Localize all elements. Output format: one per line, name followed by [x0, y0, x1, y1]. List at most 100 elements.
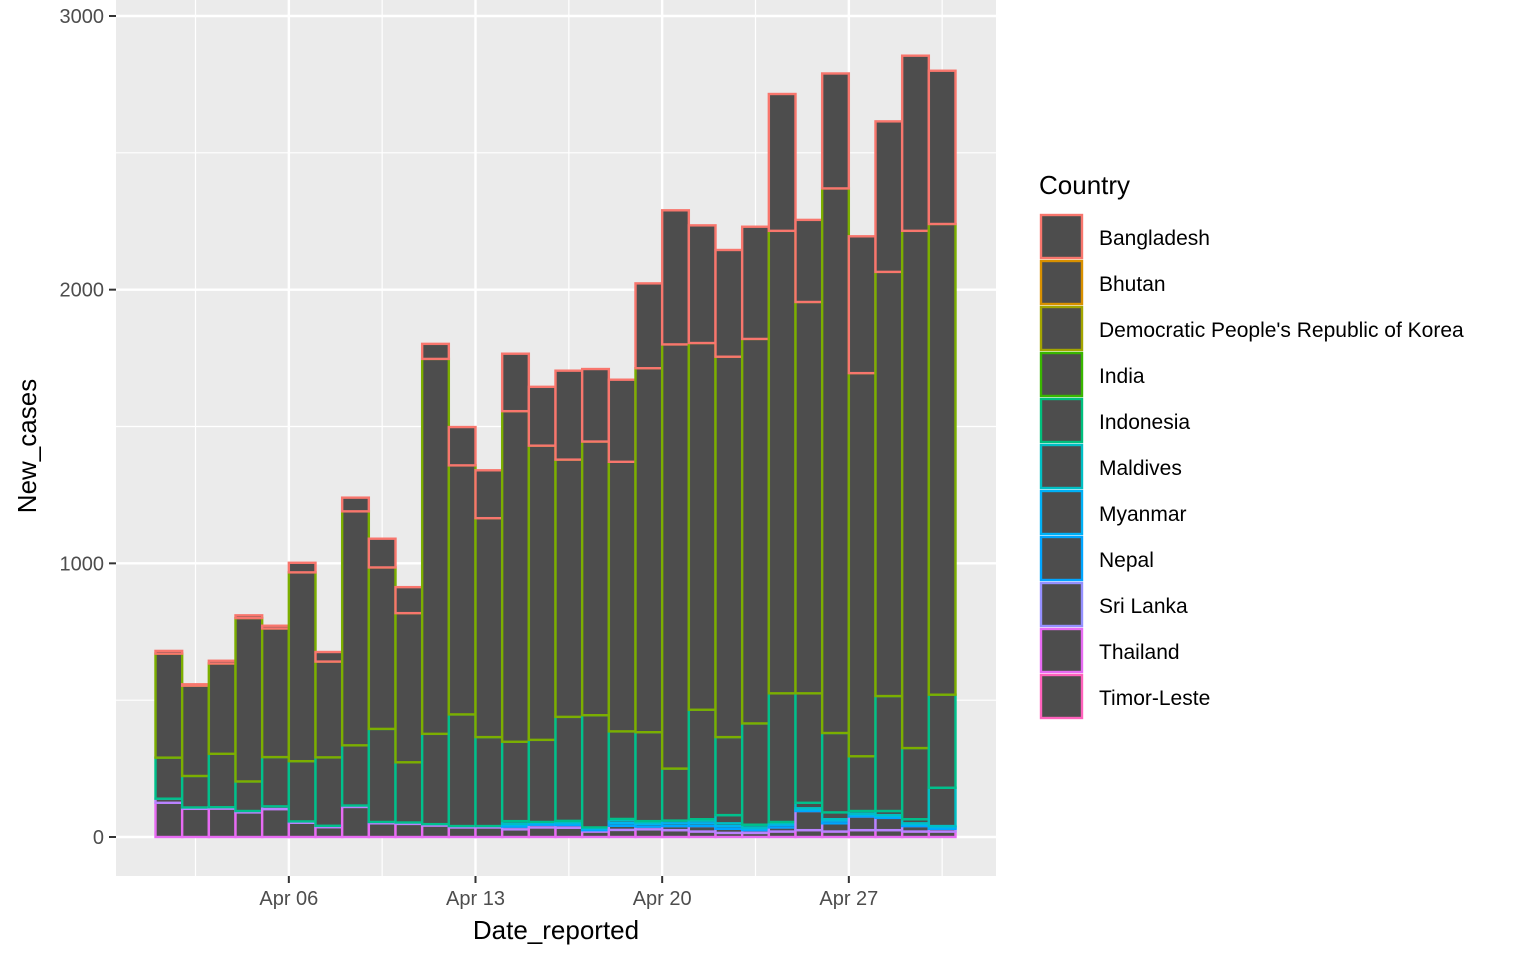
- bar-segment: [394, 585, 424, 615]
- bar-segment: [927, 69, 957, 226]
- bar-segment: [314, 756, 344, 827]
- legend-label: Democratic People's Republic of Korea: [1099, 319, 1464, 342]
- legend-key: [1039, 673, 1084, 720]
- bar-segment: [874, 816, 904, 832]
- bar-segment: [847, 755, 877, 813]
- bar-segment: [420, 357, 451, 736]
- bar-segment: [714, 355, 744, 739]
- bar-segment: [714, 735, 744, 817]
- x-tick-label: Apr 20: [633, 888, 692, 910]
- bar-segment: [367, 537, 397, 569]
- legend-label: Thailand: [1099, 641, 1180, 664]
- bar-segment: [794, 300, 824, 695]
- y-tick-label: 3000: [60, 6, 105, 28]
- bar-segment: [687, 224, 717, 345]
- legend-key: [1039, 351, 1084, 398]
- legend-label: Nepal: [1099, 549, 1154, 572]
- bar-segment: [154, 649, 184, 655]
- legend-label: Timor-Leste: [1099, 687, 1210, 710]
- bar-segment: [660, 209, 691, 346]
- bar-segment: [287, 759, 317, 823]
- bar-segment: [234, 614, 264, 620]
- bar-segment: [260, 755, 291, 808]
- bar-segment: [287, 821, 317, 839]
- bar-segment: [314, 650, 344, 663]
- bar-segment: [580, 440, 611, 717]
- bar-segment: [874, 120, 904, 274]
- bar-segment: [207, 659, 237, 665]
- bar-segment: [154, 652, 184, 759]
- bar-segment: [367, 822, 397, 839]
- bar-segment: [447, 464, 477, 716]
- bar-segment: [180, 774, 211, 809]
- x-axis: Apr 06 Apr 13 Apr 20 Apr 27: [259, 876, 878, 910]
- bar-stack-group: [154, 54, 957, 839]
- x-tick-label: Apr 13: [446, 888, 505, 910]
- bar-segment: [260, 807, 291, 839]
- bar-segment: [154, 756, 184, 800]
- bar-segment: [260, 624, 291, 630]
- bar-segment: [527, 385, 557, 447]
- y-tick-label: 0: [93, 827, 104, 849]
- bar-segment: [260, 627, 291, 759]
- bar-segment: [847, 235, 877, 375]
- bar-segment: [234, 780, 264, 813]
- bar-segment: [340, 496, 371, 513]
- legend-key: [1039, 489, 1084, 536]
- bar-segment: [287, 561, 317, 574]
- x-axis-title: Date_reported: [473, 915, 639, 945]
- y-tick-label: 1000: [60, 553, 105, 575]
- legend-label: India: [1099, 365, 1145, 388]
- bar-segment: [474, 516, 504, 739]
- bar-segment: [927, 222, 957, 696]
- bar-segment: [394, 822, 424, 839]
- x-tick-label: Apr 27: [819, 888, 878, 910]
- bar-segment: [447, 713, 477, 828]
- legend-key: [1039, 397, 1084, 444]
- bar-segment: [580, 367, 611, 443]
- legend-label: Maldives: [1099, 457, 1182, 480]
- legend-key: [1039, 627, 1084, 674]
- bar-segment: [447, 826, 477, 839]
- bar-segment: [794, 692, 824, 804]
- bar-segment: [367, 566, 397, 731]
- bar-segment: [340, 744, 371, 807]
- bar-segment: [820, 822, 851, 833]
- bar-segment: [660, 343, 691, 770]
- bar-segment: [500, 352, 531, 413]
- bar-segment: [767, 229, 797, 695]
- bar-segment: [847, 815, 877, 832]
- bar-segment: [420, 824, 451, 839]
- bar-segment: [687, 708, 717, 821]
- bar-segment: [794, 809, 824, 832]
- bar-segment: [580, 714, 611, 829]
- bar-segment: [394, 611, 424, 764]
- x-tick-label: Apr 06: [259, 888, 318, 910]
- legend-label: Bangladesh: [1099, 227, 1210, 250]
- bar-segment: [474, 826, 504, 839]
- bar-segment: [474, 469, 504, 520]
- bar-segment: [767, 92, 797, 233]
- bar-segment: [180, 683, 211, 687]
- bar-segment: [234, 811, 264, 839]
- bar-segment: [207, 662, 237, 756]
- y-tick-label: 2000: [60, 280, 105, 302]
- bar-segment: [287, 571, 317, 763]
- bar-segment: [314, 825, 344, 839]
- bar-segment: [554, 826, 584, 839]
- bar-segment: [527, 444, 557, 742]
- bar-segment: [740, 225, 771, 341]
- legend-label: Sri Lanka: [1099, 595, 1188, 618]
- y-axis: 0 1000 2000 3000: [60, 6, 116, 849]
- bar-segment: [527, 826, 557, 839]
- bar-segment: [660, 767, 691, 822]
- bar-segment: [180, 684, 211, 778]
- bar-segment: [767, 692, 797, 824]
- bar-segment: [207, 807, 237, 839]
- legend-key: [1039, 581, 1084, 628]
- bar-segment: [794, 218, 824, 304]
- legend: Country Bangladesh Bhutan Democratic Peopl…: [1039, 170, 1464, 720]
- bar-segment: [367, 727, 397, 824]
- bar-segment: [607, 378, 637, 464]
- bar-segment: [154, 801, 184, 839]
